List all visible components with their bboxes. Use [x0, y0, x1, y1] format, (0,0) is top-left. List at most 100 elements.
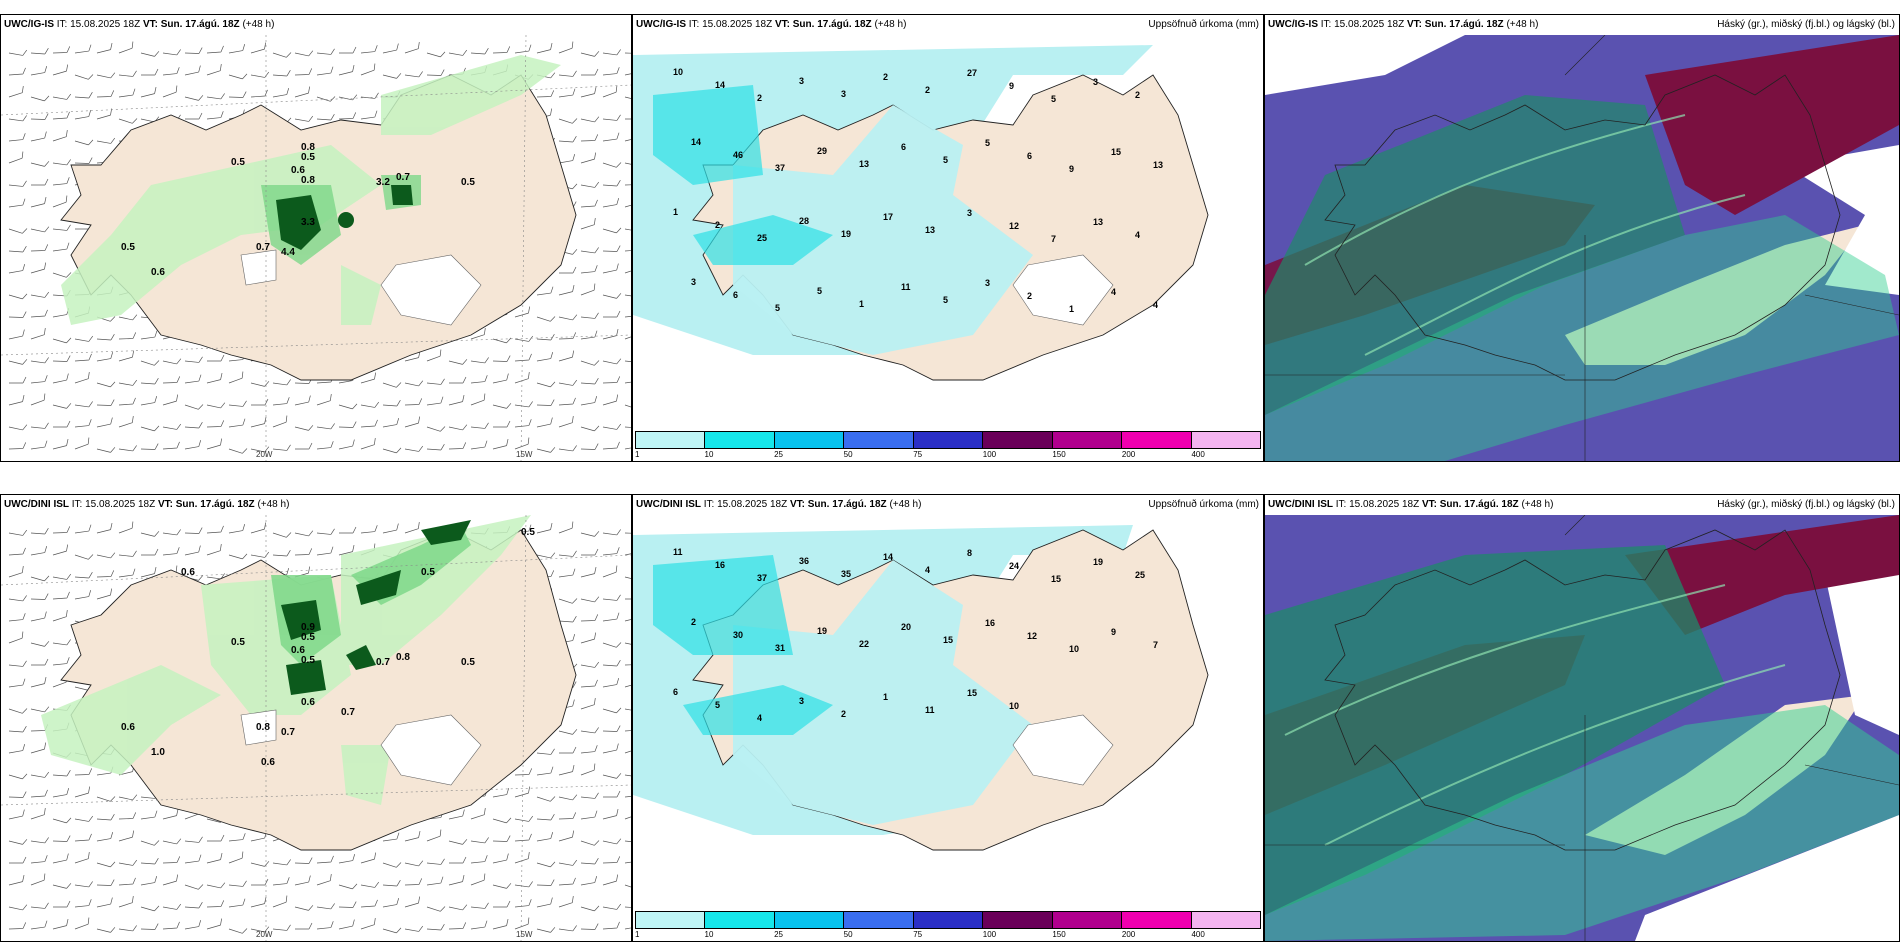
- field-value-label: 0.6: [291, 645, 305, 656]
- wind-barb: [118, 550, 137, 557]
- precip-value-label: 5: [817, 286, 822, 296]
- wind-barb: [558, 136, 577, 143]
- wind-barb: [206, 402, 226, 409]
- wind-barb: [30, 440, 48, 450]
- wind-barb: [228, 371, 244, 384]
- map-precip-bottom[interactable]: 11 16 37 36 35 14 4 8 24 15 19 25 2 30 31 19 22 20 15 16 12 1…: [633, 515, 1263, 941]
- wind-barb: [338, 544, 355, 556]
- map-clouds-bottom[interactable]: [1265, 515, 1899, 941]
- wind-barb: [53, 900, 71, 908]
- wind-barb: [382, 927, 402, 934]
- wind-barb: [602, 707, 622, 714]
- wind-barb: [624, 65, 631, 76]
- wind-barb: [74, 437, 90, 450]
- field-value-label: 0.6: [261, 757, 275, 768]
- wind-barb: [426, 858, 445, 865]
- wind-barb: [624, 610, 631, 622]
- wind-barb: [8, 293, 28, 300]
- precip-value-label: 13: [859, 159, 869, 169]
- wind-barb: [52, 853, 69, 864]
- scale-swatch: [1191, 432, 1260, 448]
- field-value-label: 1.0: [151, 747, 165, 758]
- scale-label: 25: [774, 450, 784, 459]
- wind-barb: [295, 922, 313, 930]
- wind-barb: [162, 376, 181, 384]
- wind-barb: [470, 920, 488, 930]
- wind-barb: [558, 895, 574, 908]
- wind-barb: [448, 874, 465, 886]
- wind-barb: [52, 770, 71, 777]
- map-wind-bottom[interactable]: 20W 15W 0.5 0.9 0.5 0.6 0.5 0.8 0.7 0.5 0.8 0.6 1.…: [1, 515, 631, 941]
- field-value-label: 0.7: [396, 172, 410, 183]
- precip-value-label: 14: [883, 552, 893, 562]
- map-precip-top[interactable]: 10 14 2 3 3 2 2 27 9 5 3 2 14 46 37 29 13 6 5 5 6 9 15 13 1 2 25 28…: [633, 35, 1263, 461]
- precip-value-label: 9: [1009, 81, 1014, 91]
- wind-barb: [206, 525, 224, 534]
- wind-barb: [118, 445, 137, 452]
- wind-barb: [206, 93, 225, 100]
- field-value-label: 0.6: [301, 697, 315, 708]
- wind-barb: [118, 895, 134, 908]
- wind-barb: [8, 874, 25, 886]
- wind-barb: [492, 403, 512, 409]
- precip-value-label: 3: [985, 278, 990, 288]
- wind-barb: [382, 418, 400, 428]
- wind-barb: [141, 548, 159, 556]
- map-wind-top[interactable]: 20W 15W 0.5 0.8 0.5 0.6 0.8 0.7 3.2 0.5 0.7 0.5 0.…: [1, 35, 631, 461]
- map-clouds-top[interactable]: [1265, 35, 1899, 461]
- wind-barb: [470, 48, 489, 55]
- panel-field-title: Háský (gr.), miðský (fj.bl.) og lágský (…: [1717, 499, 1895, 510]
- wind-barb: [404, 380, 424, 387]
- wind-barb: [514, 437, 530, 450]
- wind-barb: [184, 374, 202, 384]
- wind-barb: [184, 95, 204, 101]
- wind-barb: [228, 833, 246, 842]
- wind-barb: [272, 415, 288, 428]
- panel-field-title: Uppsöfnuð úrkoma (mm): [1148, 19, 1259, 30]
- wind-barb: [558, 118, 578, 124]
- wind-barb: [404, 445, 424, 452]
- wind-barb: [382, 862, 402, 868]
- wind-barb: [272, 877, 290, 886]
- wind-barb: [250, 89, 268, 98]
- wind-barb: [96, 72, 116, 79]
- wind-barb: [74, 335, 94, 342]
- wind-barb: [53, 420, 71, 428]
- wind-barb: [360, 881, 380, 888]
- lon-label: 20W: [256, 450, 273, 459]
- wind-barb: [558, 284, 575, 296]
- panel-header: UWC/IG-IS IT: 15.08.2025 18Z VT: Sun. 17…: [1265, 15, 1899, 35]
- wind-barb: [602, 85, 618, 98]
- wind-barb: [338, 883, 358, 890]
- wind-barb: [294, 115, 314, 122]
- wind-barb: [162, 529, 181, 536]
- wind-barb: [96, 861, 116, 868]
- wind-barb: [250, 926, 270, 933]
- wind-barb: [448, 839, 468, 845]
- wind-barb: [30, 95, 50, 102]
- precip-value-label: 2: [841, 709, 846, 719]
- wind-barb: [470, 357, 489, 364]
- wind-barb: [8, 708, 28, 714]
- field-value-label: 0.6: [121, 722, 135, 733]
- wind-barb: [580, 152, 597, 164]
- wind-barb: [602, 529, 621, 536]
- scale-swatch: [913, 432, 984, 448]
- wind-barb: [30, 161, 50, 167]
- wind-barb: [602, 838, 622, 845]
- wind-barb: [30, 244, 49, 252]
- wind-barb: [74, 833, 92, 842]
- wind-barb: [470, 393, 486, 406]
- wind-barb: [140, 396, 158, 406]
- wind-barb: [558, 445, 577, 452]
- wind-barb: [31, 178, 49, 186]
- wind-barb: [316, 873, 332, 886]
- wind-barb: [118, 794, 138, 801]
- wind-barb: [74, 92, 93, 99]
- wind-barb: [580, 858, 599, 865]
- wind-barb: [118, 521, 134, 534]
- wind-barb: [492, 373, 509, 384]
- wind-barb: [162, 921, 180, 930]
- scale-label: 200: [1121, 930, 1136, 939]
- wind-barb: [536, 766, 554, 776]
